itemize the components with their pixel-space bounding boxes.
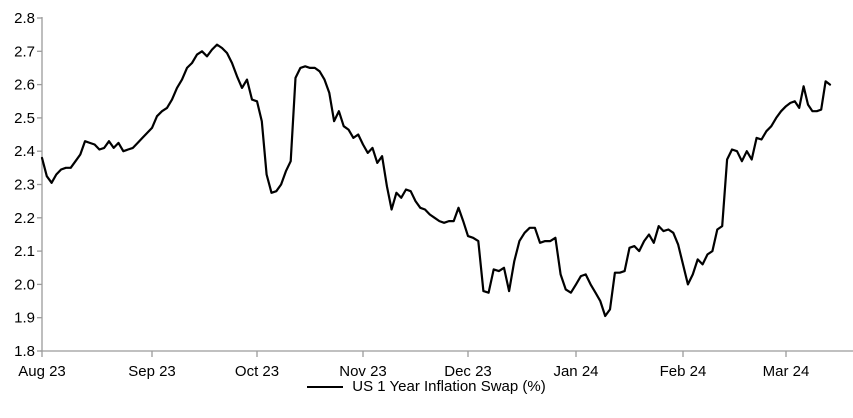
y-axis-tick-label: 1.9 xyxy=(14,310,35,327)
x-axis-tick-label: Sep 23 xyxy=(128,363,176,380)
x-axis-tick-label: Jan 24 xyxy=(553,363,598,380)
x-axis-tick-label: Nov 23 xyxy=(339,363,387,380)
y-axis-tick-label: 2.5 xyxy=(14,110,35,127)
x-axis-tick-label: Oct 23 xyxy=(235,363,279,380)
y-axis-tick-label: 2.6 xyxy=(14,77,35,94)
x-axis-tick-label: Feb 24 xyxy=(660,363,707,380)
y-axis-tick-label: 2.7 xyxy=(14,43,35,60)
x-axis-tick-label: Aug 23 xyxy=(18,363,66,380)
legend: US 1 Year Inflation Swap (%) xyxy=(0,379,853,394)
y-axis-tick-label: 1.8 xyxy=(14,343,35,360)
x-axis-tick-label: Dec 23 xyxy=(444,363,492,380)
y-axis-tick-label: 2.0 xyxy=(14,276,35,293)
y-axis-tick-label: 2.8 xyxy=(14,10,35,27)
legend-line-swatch xyxy=(307,385,344,388)
y-axis-tick-label: 2.1 xyxy=(14,243,35,260)
y-axis-tick-label: 2.4 xyxy=(14,143,35,160)
legend-label: US 1 Year Inflation Swap (%) xyxy=(352,378,546,395)
inflation-swap-series-line xyxy=(40,43,832,318)
x-axis-tick-label: Mar 24 xyxy=(763,363,810,380)
y-axis-tick-label: 2.2 xyxy=(14,210,35,227)
y-axis-tick-label: 2.3 xyxy=(14,177,35,194)
